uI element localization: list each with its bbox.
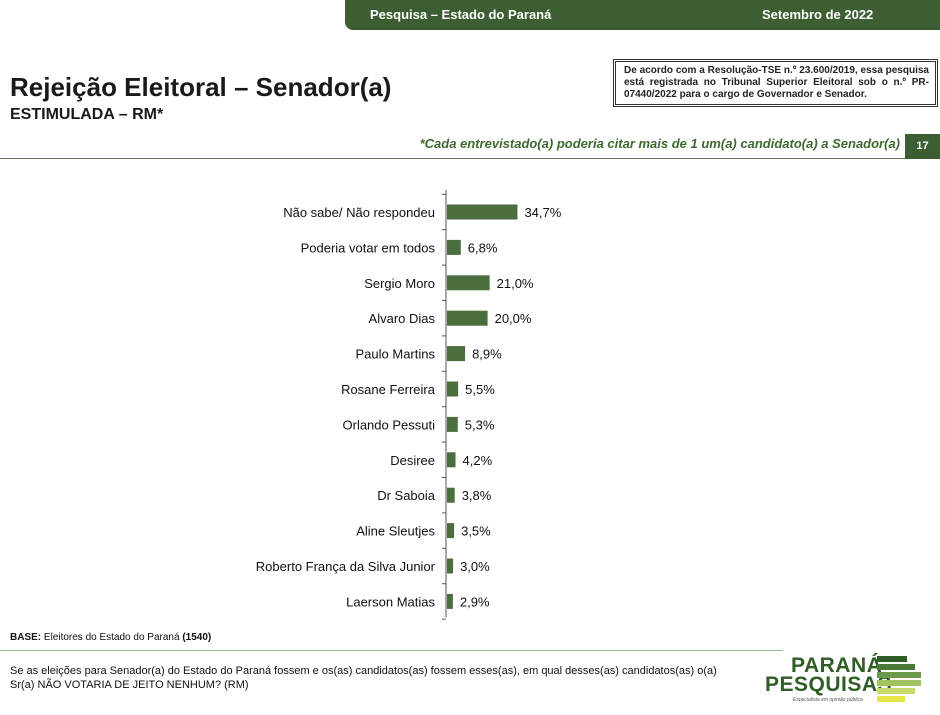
value-label: 4,2% — [463, 453, 493, 468]
logo-line1: PARANÁ — [791, 654, 883, 677]
footer-divider — [0, 650, 783, 651]
bar — [447, 381, 459, 397]
bar — [447, 346, 466, 362]
header-bar: Pesquisa – Estado do Paraná Setembro de … — [345, 0, 940, 30]
bar — [447, 310, 488, 326]
bar — [447, 487, 455, 503]
category-label: Paulo Martins — [356, 347, 436, 362]
page-subtitle: ESTIMULADA – RM* — [10, 106, 164, 123]
category-label: Alvaro Dias — [369, 311, 436, 326]
value-label: 2,9% — [460, 594, 490, 609]
bar — [447, 416, 458, 432]
value-label: 8,9% — [472, 347, 502, 362]
header-date: Setembro de 2022 — [762, 7, 874, 22]
base-text: Eleitores do Estado do Paraná — [41, 632, 183, 643]
value-label: 5,5% — [465, 382, 495, 397]
bar — [447, 523, 455, 539]
value-label: 21,0% — [497, 276, 534, 291]
bar — [447, 452, 456, 468]
value-label: 34,7% — [524, 205, 561, 220]
page-title: Rejeição Eleitoral – Senador(a) — [10, 72, 392, 102]
divider — [0, 158, 905, 159]
category-label: Rosane Ferreira — [341, 382, 436, 397]
value-label: 20,0% — [495, 311, 532, 326]
base-label: BASE: — [10, 632, 42, 643]
category-label: Roberto França da Silva Junior — [256, 559, 436, 574]
bar — [447, 593, 453, 609]
value-label: 3,5% — [461, 524, 491, 539]
bar — [447, 275, 490, 291]
category-label: Sergio Moro — [364, 276, 435, 291]
category-label: Não sabe/ Não respondeu — [283, 205, 435, 220]
bar — [447, 239, 461, 255]
value-label: 3,8% — [462, 488, 492, 503]
parana-pesquisas-logo: PARANÁ PESQUISAS Especialista em opinião… — [765, 652, 935, 710]
logo-tagline: Especialista em opinião pública. — [793, 697, 865, 703]
bar — [447, 558, 454, 574]
bar — [447, 204, 518, 220]
value-label: 6,8% — [468, 240, 498, 255]
legal-registration-box: De acordo com a Resolução-TSE n.º 23.600… — [613, 59, 938, 107]
header-survey-label: Pesquisa – Estado do Paraná — [370, 7, 552, 22]
logo-stripes-icon — [877, 656, 921, 702]
base-count: (1540) — [182, 632, 212, 643]
category-label: Laerson Matias — [346, 594, 435, 609]
survey-question: Se as eleições para Senador(a) do Estado… — [10, 665, 717, 691]
value-label: 3,0% — [460, 559, 490, 574]
category-label: Aline Sleutjes — [356, 524, 435, 539]
page-number: 17 — [905, 134, 940, 159]
category-label: Desiree — [390, 453, 435, 468]
value-label: 5,3% — [465, 417, 495, 432]
category-label: Poderia votar em todos — [301, 240, 436, 255]
base-note: BASE: Eleitores do Estado do Paraná (154… — [10, 632, 211, 643]
respondent-note: *Cada entrevistado(a) poderia citar mais… — [419, 136, 900, 151]
category-label: Dr Saboia — [377, 488, 436, 503]
category-label: Orlando Pessuti — [343, 417, 436, 432]
logo-line2: PESQUISAS — [765, 673, 893, 696]
rejection-bar-chart: Não sabe/ Não respondeu 34,7% Poderia vota… — [256, 190, 562, 620]
